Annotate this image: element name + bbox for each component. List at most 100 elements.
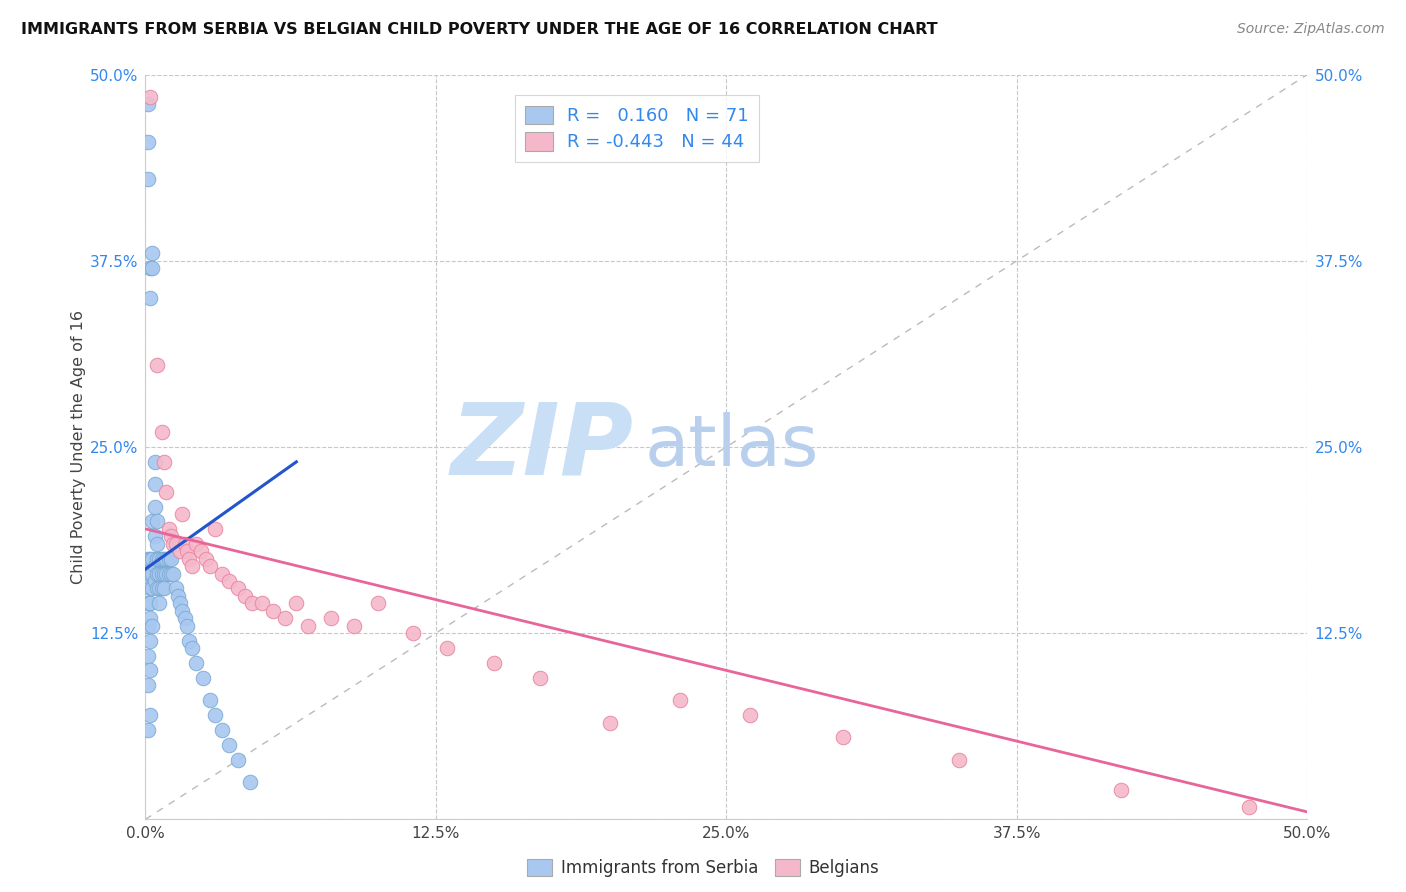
Point: [141, 618, 163, 632]
Point: [831, 731, 853, 745]
Point: [141, 551, 163, 566]
Point: [186, 656, 208, 670]
Point: [226, 582, 249, 596]
Point: [157, 522, 180, 536]
Point: [186, 537, 208, 551]
Point: [150, 425, 173, 439]
Point: [139, 291, 162, 305]
Point: [169, 544, 191, 558]
Point: [136, 648, 159, 663]
Point: [343, 618, 366, 632]
Point: [401, 626, 423, 640]
Point: [139, 633, 162, 648]
Point: [136, 97, 159, 112]
Point: [146, 537, 169, 551]
Point: [321, 611, 343, 625]
Point: [136, 596, 159, 610]
Point: [136, 678, 159, 692]
Point: [172, 604, 194, 618]
Point: [139, 582, 162, 596]
Text: IMMIGRANTS FROM SERBIA VS BELGIAN CHILD POVERTY UNDER THE AGE OF 16 CORRELATION : IMMIGRANTS FROM SERBIA VS BELGIAN CHILD …: [21, 22, 938, 37]
Point: [155, 551, 177, 566]
Point: [165, 582, 187, 596]
Point: [948, 753, 970, 767]
Point: [143, 455, 166, 469]
Point: [160, 529, 183, 543]
Text: atlas: atlas: [645, 412, 820, 482]
Point: [157, 566, 180, 581]
Point: [143, 559, 166, 574]
Point: [143, 477, 166, 491]
Point: [169, 596, 191, 610]
Point: [176, 544, 198, 558]
Point: [262, 604, 284, 618]
Point: [136, 618, 159, 632]
Point: [166, 589, 188, 603]
Point: [200, 559, 222, 574]
Text: Source: ZipAtlas.com: Source: ZipAtlas.com: [1237, 22, 1385, 37]
Point: [139, 708, 162, 723]
Point: [529, 671, 551, 685]
Point: [180, 559, 202, 574]
Text: ZIP: ZIP: [450, 399, 633, 495]
Point: [738, 708, 761, 723]
Point: [179, 633, 201, 648]
Point: [139, 596, 162, 610]
Point: [155, 566, 177, 581]
Point: [436, 641, 458, 656]
Point: [173, 537, 195, 551]
Point: [194, 551, 217, 566]
Point: [143, 529, 166, 543]
Point: [204, 522, 226, 536]
Point: [285, 596, 308, 610]
Legend: Immigrants from Serbia, Belgians: Immigrants from Serbia, Belgians: [520, 852, 886, 884]
Point: [179, 551, 201, 566]
Point: [148, 596, 170, 610]
Point: [141, 261, 163, 276]
Y-axis label: Child Poverty Under the Age of 16: Child Poverty Under the Age of 16: [72, 310, 86, 584]
Point: [141, 566, 163, 581]
Point: [141, 582, 163, 596]
Point: [162, 566, 184, 581]
Point: [226, 753, 249, 767]
Point: [139, 551, 162, 566]
Point: [148, 551, 170, 566]
Point: [143, 574, 166, 588]
Point: [240, 596, 263, 610]
Point: [153, 551, 176, 566]
Point: [176, 618, 198, 632]
Point: [200, 693, 222, 707]
Point: [193, 671, 215, 685]
Point: [599, 715, 621, 730]
Point: [143, 500, 166, 514]
Point: [139, 261, 162, 276]
Point: [190, 544, 212, 558]
Point: [139, 90, 162, 104]
Point: [482, 656, 505, 670]
Point: [218, 738, 240, 752]
Point: [172, 507, 194, 521]
Point: [136, 135, 159, 149]
Point: [165, 537, 187, 551]
Point: [146, 551, 169, 566]
Point: [218, 574, 240, 588]
Point: [146, 358, 169, 372]
Point: [148, 566, 170, 581]
Point: [204, 708, 226, 723]
Point: [155, 484, 177, 499]
Point: [153, 455, 176, 469]
Point: [139, 611, 162, 625]
Point: [146, 515, 169, 529]
Point: [136, 574, 159, 588]
Point: [211, 723, 233, 737]
Point: [250, 596, 273, 610]
Point: [148, 582, 170, 596]
Point: [274, 611, 297, 625]
Point: [1239, 800, 1261, 814]
Point: [1111, 782, 1133, 797]
Point: [146, 566, 169, 581]
Point: [146, 582, 169, 596]
Point: [141, 515, 163, 529]
Point: [160, 551, 183, 566]
Point: [162, 537, 184, 551]
